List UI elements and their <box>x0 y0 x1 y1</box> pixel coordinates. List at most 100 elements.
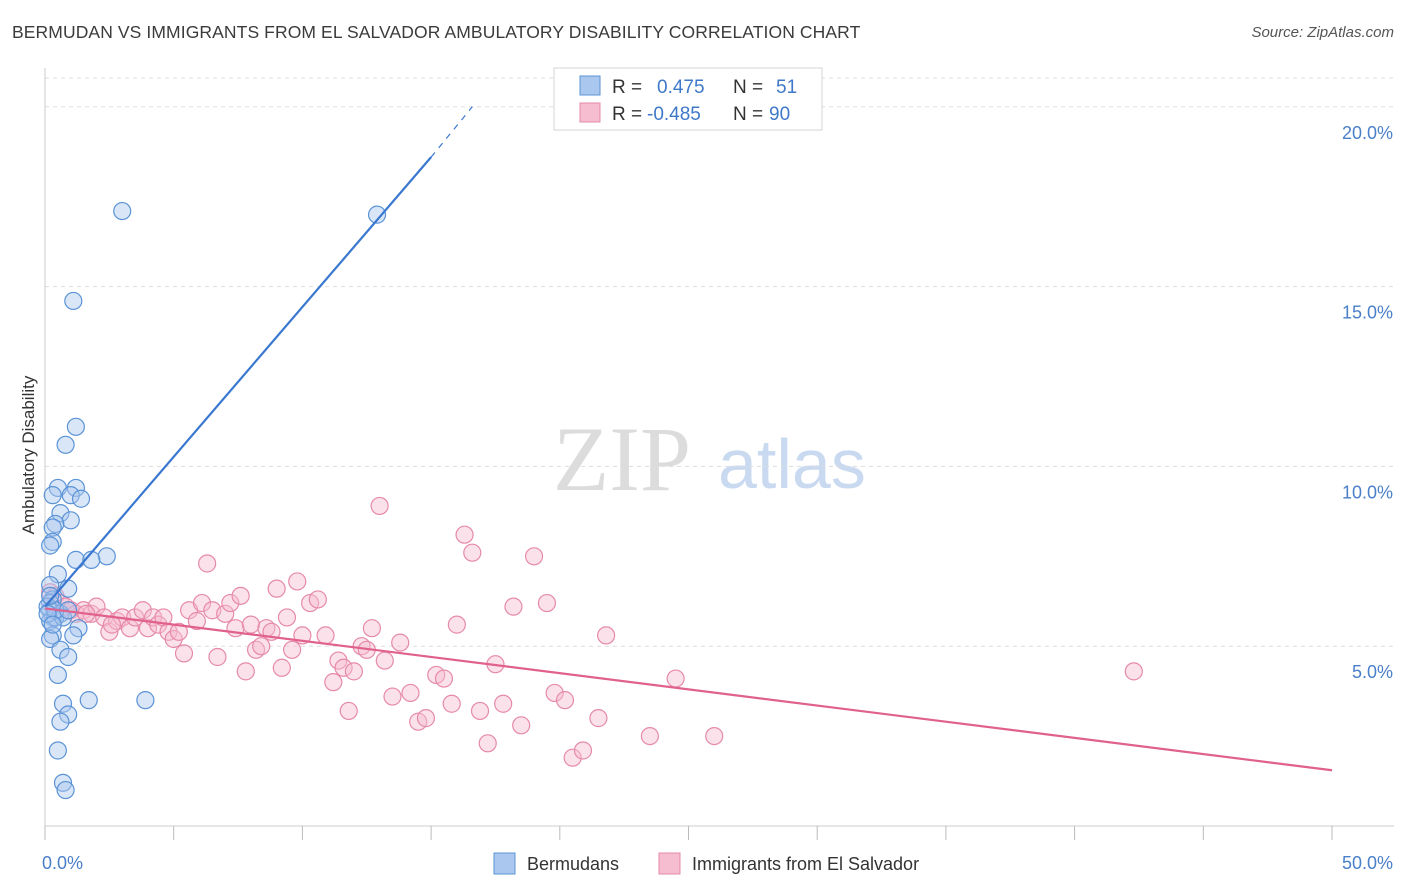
el-salvador-point-66 <box>442 694 461 713</box>
bermudans-point-17 <box>66 550 85 569</box>
el-salvador-point-16 <box>138 619 158 638</box>
el-salvador-point-69 <box>463 543 482 562</box>
bermudans-point-9 <box>71 489 91 508</box>
legend-r-label-blue: R = <box>612 77 642 98</box>
el-salvador-point-48 <box>316 626 335 645</box>
y-tick-label-2: 15.0% <box>1342 303 1393 323</box>
el-salvador-point-51 <box>334 658 353 677</box>
el-salvador-point-61 <box>401 683 420 703</box>
el-salvador-point-60 <box>391 633 410 652</box>
bottom-legend-swatch-bermudans <box>493 852 516 875</box>
axes <box>44 68 1394 840</box>
bermudans-point-40 <box>59 705 78 724</box>
el-salvador-point-36 <box>246 640 266 659</box>
bermudans-point-13 <box>43 518 62 537</box>
gridlines <box>45 77 1394 647</box>
el-salvador-point-30 <box>216 604 235 623</box>
el-salvador-point-75 <box>512 716 531 735</box>
el-salvador-point-29 <box>208 647 227 667</box>
el-salvador-point-31 <box>221 593 240 613</box>
el-salvador-point-35 <box>241 615 261 634</box>
el-salvador-point-47 <box>308 590 327 609</box>
legend-swatch-pink <box>579 102 601 123</box>
legend-r-value-pink: -0.485 <box>647 104 701 125</box>
el-salvador-point-67 <box>447 615 466 634</box>
el-salvador-point-56 <box>362 619 381 638</box>
el-salvador-point-43 <box>283 640 302 659</box>
el-salvador-point-19 <box>154 608 173 627</box>
bermudans-point-1 <box>367 205 387 224</box>
trend-lines <box>44 106 1333 772</box>
bermudans-point-10 <box>51 504 70 523</box>
el-salvador-point-41 <box>272 658 291 677</box>
el-salvador-point-70 <box>470 701 490 721</box>
bermudans-point-44 <box>56 780 75 800</box>
bermudans-point-0 <box>113 201 132 221</box>
source-note: Source: ZipAtlas.com <box>1251 24 1394 41</box>
series-bermudans-points <box>38 201 387 800</box>
el-salvador-point-63 <box>416 709 436 728</box>
y-tick-label-3: 20.0% <box>1342 123 1393 143</box>
bermudans-point-20 <box>41 575 60 595</box>
bermudans-trend-extension <box>430 106 473 158</box>
legend-n-value-blue: 51 <box>776 77 797 98</box>
bermudans-point-42 <box>48 741 67 760</box>
x-tick-label-1: 50.0% <box>1342 853 1393 873</box>
el-salvador-point-23 <box>174 644 194 663</box>
el-salvador-point-37 <box>252 637 271 656</box>
el-salvador-point-27 <box>198 554 217 573</box>
bermudans-point-37 <box>79 691 98 710</box>
el-salvador-point-57 <box>370 496 389 516</box>
el-salvador-point-44 <box>288 572 307 591</box>
el-salvador-trend-line <box>44 607 1333 772</box>
el-salvador-point-33 <box>231 586 250 605</box>
el-salvador-point-15 <box>133 601 152 620</box>
legend-swatch-blue <box>579 75 601 96</box>
el-salvador-point-83 <box>597 626 616 645</box>
el-salvador-point-87 <box>1124 662 1143 681</box>
y-tick-label-0: 5.0% <box>1352 662 1393 682</box>
el-salvador-point-77 <box>537 593 557 613</box>
el-salvador-point-76 <box>524 547 544 566</box>
el-salvador-point-82 <box>589 709 608 728</box>
bermudans-point-8 <box>43 486 62 505</box>
bottom-legend-label-el-salvador: Immigrants from El Salvador <box>692 854 919 874</box>
el-salvador-point-53 <box>344 662 363 681</box>
legend-r-value-blue: 0.475 <box>657 77 705 98</box>
bermudans-point-35 <box>59 647 78 667</box>
el-salvador-point-65 <box>434 669 454 688</box>
bermudans-point-49 <box>43 615 62 634</box>
el-salvador-point-86 <box>705 726 724 746</box>
el-salvador-point-74 <box>504 597 523 616</box>
y-axis-label: Ambulatory Disability <box>19 375 38 534</box>
watermark-atlas: atlas <box>718 425 866 503</box>
el-salvador-point-25 <box>187 611 206 631</box>
bottom-legend-label-bermudans: Bermudans <box>527 854 619 874</box>
el-salvador-point-52 <box>339 701 358 721</box>
el-salvador-point-68 <box>455 525 474 544</box>
el-salvador-point-71 <box>478 734 497 753</box>
el-salvador-point-22 <box>169 622 188 641</box>
bermudans-point-41 <box>51 712 70 731</box>
y-tick-label-1: 10.0% <box>1342 482 1393 502</box>
bermudans-point-16 <box>97 547 116 566</box>
bermudans-point-7 <box>61 486 80 505</box>
el-salvador-point-40 <box>267 579 286 598</box>
bermudans-point-21 <box>59 579 78 598</box>
watermark-zip: ZIP <box>553 408 691 510</box>
el-salvador-point-49 <box>324 673 343 692</box>
el-salvador-point-59 <box>383 687 402 706</box>
legend-n-label-blue: N = <box>733 77 763 98</box>
el-salvador-point-80 <box>563 748 582 767</box>
bermudans-trend-line <box>44 156 432 608</box>
el-salvador-point-14 <box>125 608 145 627</box>
el-salvador-point-58 <box>375 651 394 670</box>
bottom-legend: Bermudans Immigrants from El Salvador <box>493 852 919 875</box>
el-salvador-point-42 <box>277 608 297 627</box>
x-tick-label-0: 0.0% <box>42 853 83 873</box>
bermudans-point-39 <box>53 694 73 713</box>
chart-title: BERMUDAN VS IMMIGRANTS FROM EL SALVADOR … <box>12 22 861 42</box>
el-salvador-point-79 <box>555 691 575 710</box>
el-salvador-point-84 <box>640 726 659 746</box>
